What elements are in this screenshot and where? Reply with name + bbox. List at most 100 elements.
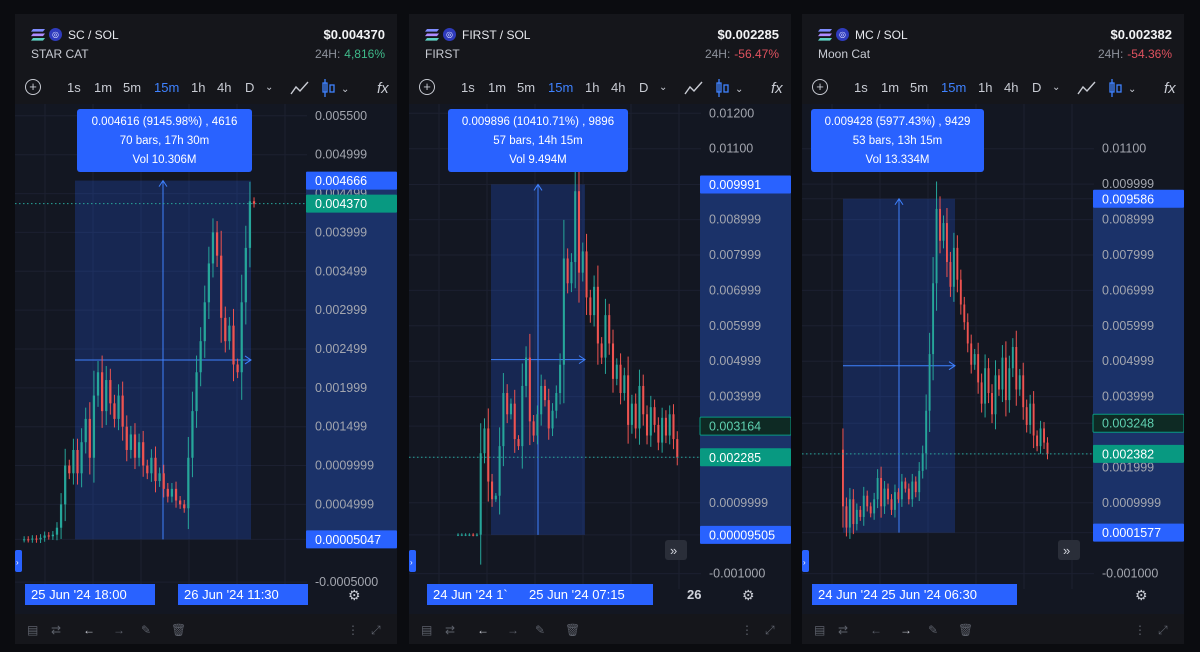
- interval-5m[interactable]: 5m: [517, 80, 536, 95]
- chart-type-dropdown-icon[interactable]: ⌄: [1128, 84, 1136, 95]
- fullscreen-icon[interactable]: ⤢: [765, 623, 775, 637]
- interval-4h[interactable]: 4h: [611, 80, 626, 95]
- redo-icon[interactable]: →: [113, 623, 125, 637]
- chart-type-dropdown-icon[interactable]: ⌄: [735, 84, 743, 95]
- price-change: 24H: -56.47%: [705, 47, 779, 61]
- trash-icon[interactable]: 🗑: [565, 623, 581, 637]
- side-panel-handle[interactable]: ›: [15, 550, 22, 572]
- token-price: $0.002382: [1110, 27, 1172, 42]
- candle: [862, 486, 865, 526]
- line-chart-icon[interactable]: [1077, 81, 1096, 95]
- interval-D[interactable]: D: [245, 80, 255, 95]
- interval-1s[interactable]: 1s: [854, 80, 868, 95]
- pencil-icon[interactable]: ✎: [141, 623, 152, 637]
- add-indicator-icon[interactable]: +: [25, 79, 41, 95]
- interval-1h[interactable]: 1h: [191, 80, 206, 95]
- side-panel-handle[interactable]: ›: [802, 550, 809, 572]
- undo-icon[interactable]: ←: [83, 623, 95, 637]
- interval-5m[interactable]: 5m: [910, 80, 929, 95]
- candle-type-icon[interactable]: [1109, 79, 1122, 97]
- candle: [984, 354, 987, 418]
- interval-1m[interactable]: 1m: [488, 80, 507, 95]
- candle: [244, 225, 247, 325]
- y-tick-label: 0.006999: [1102, 283, 1154, 297]
- undo-icon[interactable]: ←: [477, 623, 489, 637]
- interval-1s[interactable]: 1s: [461, 80, 475, 95]
- double-chevron-icon: »: [670, 543, 677, 558]
- interval-D[interactable]: D: [639, 80, 649, 95]
- y-tick-label: 0.003999: [709, 390, 761, 404]
- interval-dropdown-icon[interactable]: ⌄: [659, 82, 668, 93]
- settings-gear-icon[interactable]: ⚙: [1135, 587, 1148, 603]
- add-indicator-icon[interactable]: +: [419, 79, 435, 95]
- candle: [963, 296, 966, 330]
- price-chart[interactable]: 0.01200 0.01100 0.008999 0.007999 0.006999 0.…: [409, 104, 791, 614]
- swap-icon[interactable]: ⇄: [51, 623, 62, 637]
- interval-1m[interactable]: 1m: [881, 80, 900, 95]
- interval-1h[interactable]: 1h: [978, 80, 993, 95]
- line-chart-icon[interactable]: [290, 81, 309, 95]
- redo-icon[interactable]: →: [900, 623, 912, 637]
- candle: [939, 196, 941, 254]
- trash-icon[interactable]: 🗑: [171, 623, 187, 637]
- pencil-icon[interactable]: ✎: [928, 623, 939, 637]
- formula-icon[interactable]: fx: [1164, 80, 1176, 97]
- interval-15m[interactable]: 15m: [941, 80, 967, 95]
- undo-icon[interactable]: ←: [870, 623, 882, 637]
- interval-15m[interactable]: 15m: [154, 80, 180, 95]
- fullscreen-icon[interactable]: ⤢: [371, 623, 381, 637]
- side-panel-handle[interactable]: ›: [409, 550, 416, 572]
- y-tick-label: 0.004999: [315, 148, 367, 162]
- candle-type-icon[interactable]: [716, 79, 729, 97]
- interval-dropdown-icon[interactable]: ⌄: [1052, 82, 1061, 93]
- scroll-to-latest-button[interactable]: »: [1058, 540, 1080, 560]
- measure-arrow-right: [578, 355, 586, 365]
- candle: [876, 469, 879, 509]
- candle: [207, 246, 210, 320]
- settings-gear-icon[interactable]: ⚙: [348, 587, 361, 603]
- swap-icon[interactable]: ⇄: [838, 623, 849, 637]
- candle-type-icon[interactable]: [322, 79, 335, 97]
- interval-4h[interactable]: 4h: [1004, 80, 1019, 95]
- svg-text:0.004370: 0.004370: [315, 197, 367, 211]
- candle: [224, 306, 227, 353]
- more-icon[interactable]: ⋮: [1134, 623, 1146, 637]
- interval-5m[interactable]: 5m: [123, 80, 142, 95]
- y-tick-label: 0.004999: [709, 354, 761, 368]
- settings-gear-icon[interactable]: ⚙: [742, 587, 755, 603]
- chart-icon[interactable]: ▤: [421, 623, 433, 637]
- chart-icon[interactable]: ▤: [814, 623, 826, 637]
- formula-icon[interactable]: fx: [771, 80, 783, 97]
- interval-D[interactable]: D: [1032, 80, 1042, 95]
- price-label-green: 0.002285: [700, 448, 791, 467]
- redo-icon[interactable]: →: [507, 623, 519, 637]
- trash-icon[interactable]: 🗑: [958, 623, 974, 637]
- fullscreen-icon[interactable]: ⤢: [1158, 623, 1168, 637]
- add-indicator-icon[interactable]: +: [812, 79, 828, 95]
- interval-1m[interactable]: 1m: [94, 80, 113, 95]
- more-icon[interactable]: ⋮: [741, 623, 753, 637]
- chart-type-dropdown-icon[interactable]: ⌄: [341, 84, 349, 95]
- measure-tooltip: 0.009428 (5977.43%) , 9429 53 bars, 13h 1…: [811, 109, 984, 172]
- measure-tooltip: 0.004616 (9145.98%) , 4616 70 bars, 17h 3…: [77, 109, 252, 172]
- interval-dropdown-icon[interactable]: ⌄: [265, 82, 274, 93]
- line-chart-icon[interactable]: [684, 81, 703, 95]
- interval-4h[interactable]: 4h: [217, 80, 232, 95]
- formula-icon[interactable]: fx: [377, 80, 389, 97]
- interval-1h[interactable]: 1h: [585, 80, 600, 95]
- svg-text:24 Jun '24 1`: 24 Jun '24 1`: [433, 587, 508, 602]
- interval-1s[interactable]: 1s: [67, 80, 81, 95]
- price-chart[interactable]: 0.01100 0.009999 0.008999 0.007999 0.006999 0…: [802, 104, 1184, 614]
- candle: [619, 353, 622, 405]
- candle: [101, 355, 104, 428]
- price-chart[interactable]: 0.0055000.0049990.0044990.0039990.003499…: [15, 104, 397, 614]
- chart-icon[interactable]: ▤: [27, 623, 39, 637]
- candle: [464, 533, 467, 537]
- candle: [125, 415, 128, 462]
- candle: [994, 360, 997, 430]
- pencil-icon[interactable]: ✎: [535, 623, 546, 637]
- more-icon[interactable]: ⋮: [347, 623, 359, 637]
- scroll-to-latest-button[interactable]: »: [665, 540, 687, 560]
- interval-15m[interactable]: 15m: [548, 80, 574, 95]
- swap-icon[interactable]: ⇄: [445, 623, 456, 637]
